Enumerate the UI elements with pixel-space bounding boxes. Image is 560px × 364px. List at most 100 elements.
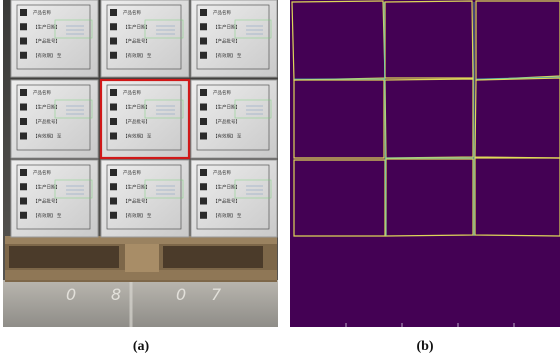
carton-box: 产品名称【生产日期】【产品批号】【有效期】 至 bbox=[100, 79, 190, 159]
box-label-line: 【生产日期】 bbox=[33, 23, 60, 30]
caption-b: (b) bbox=[416, 339, 434, 354]
box-label-line: 【产品批号】 bbox=[123, 38, 150, 45]
segmentation-mask bbox=[290, 0, 560, 327]
box-label-line: 【生产日期】 bbox=[123, 183, 150, 190]
warning-symbol-icon bbox=[200, 103, 207, 111]
box-label-line: 【产品批号】 bbox=[123, 118, 150, 125]
warning-symbol-icon bbox=[200, 89, 207, 96]
box-label-line: 【生产日期】 bbox=[213, 23, 240, 30]
box-label-line: 产品名称 bbox=[33, 89, 51, 96]
box-label-line: 产品名称 bbox=[123, 169, 141, 176]
box-label-line: 【有效期】 至 bbox=[123, 52, 152, 59]
carton-box: 产品名称【生产日期】【产品批号】【有效期】 至 bbox=[100, 0, 190, 78]
warning-symbol-icon bbox=[20, 132, 27, 140]
box-label-line: 产品名称 bbox=[123, 89, 141, 96]
box-contour bbox=[293, 79, 385, 159]
box-label-line: 【有效期】 至 bbox=[123, 212, 152, 219]
warning-symbol-icon bbox=[110, 37, 117, 45]
box-label-line: 【产品批号】 bbox=[33, 38, 60, 45]
warning-symbol-icon bbox=[200, 51, 207, 59]
mask-panel bbox=[290, 0, 560, 327]
box-label-line: 产品名称 bbox=[123, 9, 141, 16]
warning-symbol-icon bbox=[110, 89, 117, 96]
mask-background bbox=[290, 0, 560, 327]
floor-mark-text: 0 bbox=[66, 285, 76, 304]
warning-symbol-icon bbox=[200, 9, 207, 16]
carton-box: 产品名称【生产日期】【产品批号】【有效期】 至 bbox=[10, 159, 99, 238]
box-label-line: 【生产日期】 bbox=[123, 104, 150, 111]
highlighted-box-outline bbox=[99, 78, 191, 160]
box-label-line: 产品名称 bbox=[213, 9, 231, 16]
box-label-line: 【产品批号】 bbox=[213, 38, 240, 45]
box-label-line: 产品名称 bbox=[33, 9, 51, 16]
warning-symbol-icon bbox=[200, 23, 207, 31]
warning-symbol-icon bbox=[200, 132, 207, 140]
box-label-line: 【有效期】 至 bbox=[213, 212, 242, 219]
box-label-line: 【有效期】 至 bbox=[213, 52, 242, 59]
box-contour bbox=[384, 0, 474, 79]
box-contour bbox=[474, 77, 560, 159]
warning-symbol-icon bbox=[20, 169, 27, 176]
warning-symbol-icon bbox=[20, 9, 27, 16]
warning-symbol-icon bbox=[20, 23, 27, 31]
box-label-line: 【有效期】 至 bbox=[33, 52, 62, 59]
box-label-line: 【生产日期】 bbox=[33, 104, 60, 111]
carton-box: 产品名称【生产日期】【产品批号】【有效期】 至 bbox=[190, 159, 278, 238]
carton-box: 产品名称【生产日期】【产品批号】【有效期】 至 bbox=[190, 79, 278, 159]
warning-symbol-icon bbox=[200, 37, 207, 45]
box-edge-lines bbox=[291, 0, 560, 237]
wooden-pallet bbox=[5, 236, 277, 282]
box-label-line: 【生产日期】 bbox=[33, 183, 60, 190]
box-label-line: 【有效期】 至 bbox=[213, 133, 242, 140]
floor-markings: 0 8 0 7 bbox=[66, 285, 222, 304]
box-grid: 产品名称【生产日期】【产品批号】【有效期】 至产品名称【生产日期】【产品批号】【… bbox=[10, 0, 278, 238]
warning-symbol-icon bbox=[200, 118, 207, 125]
box-label-line: 【生产日期】 bbox=[213, 104, 240, 111]
box-label-line: 产品名称 bbox=[33, 169, 51, 176]
box-label-line: 【产品批号】 bbox=[213, 198, 240, 205]
floor-mark-text: 0 bbox=[176, 285, 186, 304]
warning-symbol-icon bbox=[200, 183, 207, 191]
box-label-line: 产品名称 bbox=[213, 169, 231, 176]
box-contour bbox=[474, 157, 560, 237]
warning-symbol-icon bbox=[20, 103, 27, 111]
carton-box: 产品名称【生产日期】【产品批号】【有效期】 至 bbox=[10, 79, 99, 159]
warning-symbol-icon bbox=[110, 103, 117, 111]
warning-symbol-icon bbox=[20, 183, 27, 191]
warning-symbol-icon bbox=[200, 211, 207, 219]
floor-mark-text: 8 bbox=[111, 285, 121, 304]
box-contour bbox=[293, 159, 386, 237]
warning-symbol-icon bbox=[20, 118, 27, 125]
warning-symbol-icon bbox=[20, 197, 27, 205]
warning-symbol-icon bbox=[110, 9, 117, 16]
edge-highlight bbox=[383, 1, 387, 237]
warehouse-floor bbox=[3, 280, 278, 327]
box-label-line: 产品名称 bbox=[213, 89, 231, 96]
box-label-line: 【产品批号】 bbox=[213, 118, 240, 125]
box-label-line: 【有效期】 至 bbox=[123, 133, 152, 140]
box-label-line: 【生产日期】 bbox=[213, 183, 240, 190]
warning-symbol-icon bbox=[110, 51, 117, 59]
bottom-ticks bbox=[345, 323, 515, 327]
carton-box: 产品名称【生产日期】【产品批号】【有效期】 至 bbox=[10, 0, 99, 78]
box-label-line: 【有效期】 至 bbox=[33, 212, 62, 219]
warning-symbol-icon bbox=[110, 183, 117, 191]
warning-symbol-icon bbox=[20, 89, 27, 96]
box-label-line: 【产品批号】 bbox=[33, 118, 60, 125]
box-label-line: 【产品批号】 bbox=[33, 198, 60, 205]
carton-box: 产品名称【生产日期】【产品批号】【有效期】 至 bbox=[100, 159, 190, 238]
carton-box: 产品名称【生产日期】【产品批号】【有效期】 至 bbox=[190, 0, 278, 78]
warning-symbol-icon bbox=[110, 23, 117, 31]
box-contour bbox=[475, 0, 560, 81]
box-contour bbox=[384, 78, 474, 159]
box-label-line: 【生产日期】 bbox=[123, 23, 150, 30]
warning-symbol-icon bbox=[110, 118, 117, 125]
warning-symbol-icon bbox=[110, 132, 117, 140]
warning-symbol-icon bbox=[20, 51, 27, 59]
warning-symbol-icon bbox=[20, 211, 27, 219]
warning-symbol-icon bbox=[110, 211, 117, 219]
box-label-line: 【有效期】 至 bbox=[33, 133, 62, 140]
warning-symbol-icon bbox=[200, 197, 207, 205]
